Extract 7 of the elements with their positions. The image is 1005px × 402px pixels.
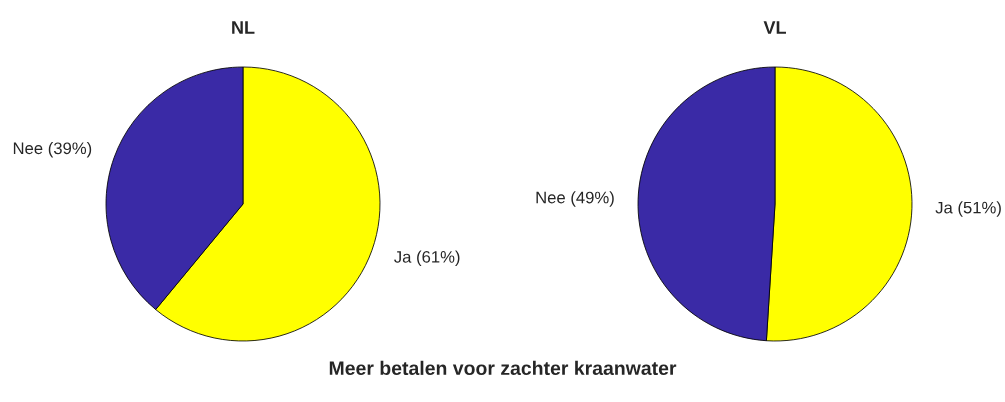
slice-label: Nee (49%) xyxy=(536,191,614,207)
text: Meer betalen voor zachter kraanwater xyxy=(329,360,677,376)
chart-title: NL xyxy=(232,21,255,34)
chart-title: VL xyxy=(763,21,786,34)
slice-label: Nee (39%) xyxy=(13,141,92,158)
slice-label: Ja (51%) xyxy=(935,201,1001,217)
slice-label: Ja (61%) xyxy=(394,250,460,267)
